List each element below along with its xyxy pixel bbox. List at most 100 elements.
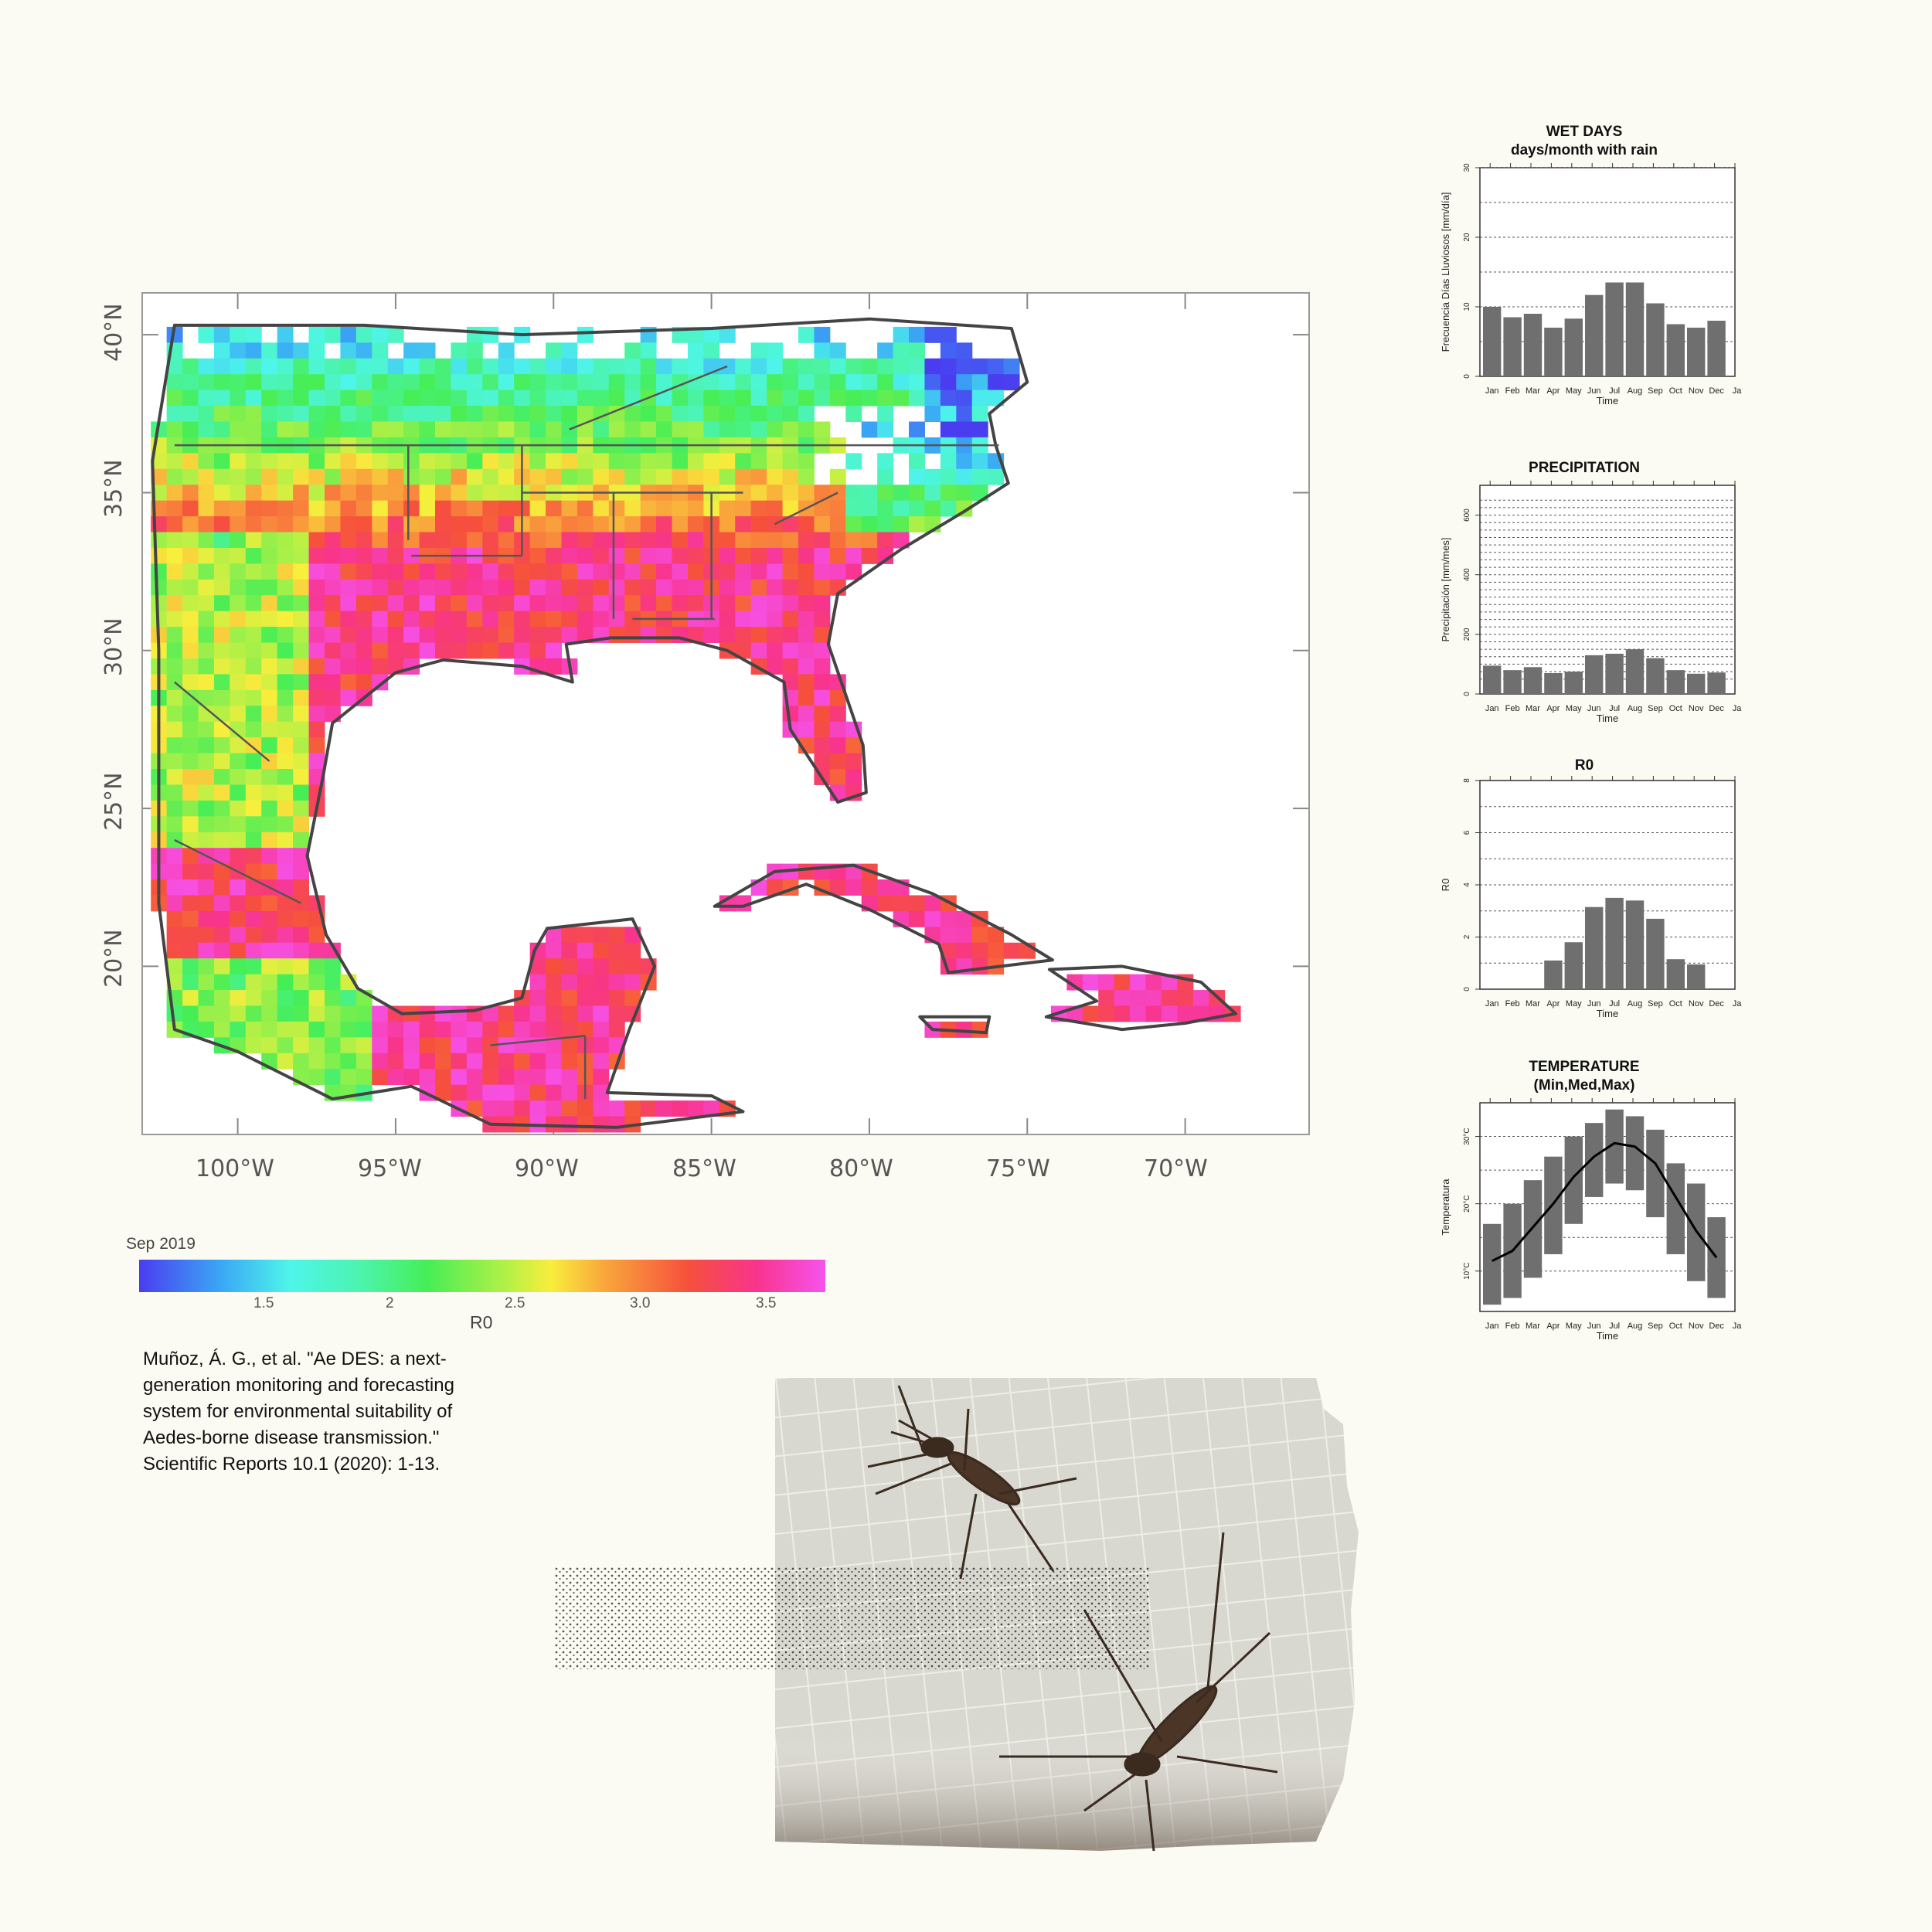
bar <box>1666 324 1685 376</box>
r0-cell <box>561 468 578 485</box>
r0-cell <box>529 421 546 438</box>
r0-cell <box>624 358 641 375</box>
r0-cell <box>355 421 372 438</box>
r0-cell <box>814 579 831 596</box>
r0-cell <box>230 595 247 612</box>
r0-cell <box>277 816 294 833</box>
r0-cell <box>750 532 767 549</box>
x-axis-label: Time <box>1597 1008 1618 1019</box>
r0-cell <box>798 468 815 485</box>
r0-cell <box>245 374 262 391</box>
r0-cell <box>213 674 230 691</box>
r0-cell <box>419 1053 436 1070</box>
r0-cell <box>245 958 262 975</box>
r0-cell <box>293 784 310 801</box>
r0-cell <box>814 737 831 754</box>
r0-cell <box>324 658 341 675</box>
r0-cell <box>703 468 720 485</box>
r0-cell <box>182 406 199 423</box>
r0-cell <box>514 563 531 580</box>
r0-cell <box>387 485 404 502</box>
r0-cell <box>230 1005 247 1022</box>
r0-cell <box>182 832 199 849</box>
x-tick-label: Nov <box>1689 1321 1704 1331</box>
x-axis-label: Time <box>1597 713 1618 724</box>
r0-cell <box>1082 1005 1099 1022</box>
r0-cell <box>546 595 562 612</box>
r0-cell <box>608 579 625 596</box>
r0-cell <box>355 406 372 423</box>
r0-cell <box>419 516 436 533</box>
bar <box>1483 665 1502 694</box>
r0-cell <box>940 326 957 343</box>
r0-cell <box>546 1021 562 1038</box>
r0-cell <box>213 800 230 817</box>
r0-cell <box>577 1116 594 1133</box>
colorbar-tick: 1.5 <box>253 1295 274 1311</box>
r0-cell <box>561 1084 578 1101</box>
r0-cell <box>340 658 357 675</box>
r0-cell <box>213 627 230 644</box>
r0-cell <box>861 879 878 896</box>
r0-cell <box>245 848 262 865</box>
x-tick-label: May <box>1566 386 1582 396</box>
r0-cell <box>782 468 799 485</box>
r0-cell <box>340 1021 357 1038</box>
r0-cell <box>845 453 862 470</box>
r0-cell <box>893 358 910 375</box>
r0-cell <box>498 1037 515 1054</box>
r0-cell <box>324 389 341 406</box>
r0-cell <box>546 563 562 580</box>
r0-cell <box>451 563 468 580</box>
r0-cell <box>656 627 673 644</box>
r0-cell <box>451 1084 468 1101</box>
r0-cell <box>451 421 468 438</box>
r0-cell <box>466 500 483 517</box>
r0-cell <box>293 611 310 628</box>
r0-cell <box>767 485 784 502</box>
r0-cell <box>277 721 294 738</box>
r0-cell <box>261 1037 278 1054</box>
r0-cell <box>482 453 499 470</box>
bar <box>1544 328 1563 376</box>
r0-cell <box>245 863 262 880</box>
r0-cell <box>230 832 247 849</box>
r0-cell <box>308 389 325 406</box>
x-tick-label: Oct <box>1669 704 1682 713</box>
r0-cell <box>213 990 230 1006</box>
r0-cell <box>624 421 641 438</box>
r0-cell <box>829 342 846 359</box>
lon-label-95: 95°W <box>358 1155 422 1182</box>
r0-cell <box>482 1005 499 1022</box>
r0-cell <box>845 563 862 580</box>
r0-cell <box>687 500 704 517</box>
r0-cell <box>498 468 515 485</box>
r0-cell <box>277 342 294 359</box>
r0-cell <box>182 927 199 944</box>
r0-cell <box>230 958 247 975</box>
r0-cell <box>403 358 420 375</box>
r0-cell <box>656 532 673 549</box>
r0-cell <box>387 516 404 533</box>
r0-cell <box>451 579 468 596</box>
r0-cell <box>782 485 799 502</box>
r0-cell <box>514 1037 531 1054</box>
r0-cell <box>182 816 199 833</box>
r0-cell <box>308 342 325 359</box>
r0-cell <box>324 579 341 596</box>
coastline-mainland <box>151 317 1029 1129</box>
r0-cell <box>230 674 247 691</box>
r0-cell <box>182 958 199 975</box>
r0-cell <box>230 689 247 706</box>
x-tick-label: Apr <box>1546 704 1560 713</box>
r0-cell <box>151 547 168 564</box>
x-tick-label: Jun <box>1587 999 1601 1009</box>
r0-cell <box>340 1005 357 1022</box>
r0-cell <box>798 563 815 580</box>
r0-cell <box>261 689 278 706</box>
temperature-plot: Jan Feb Mar Apr May Jun Jul Aug Sep Oct Nov Dec Ja Ti… <box>1440 1098 1742 1342</box>
r0-cell <box>261 990 278 1006</box>
r0-cell <box>340 689 357 706</box>
r0-cell <box>750 374 767 391</box>
r0-cell <box>593 1021 610 1038</box>
